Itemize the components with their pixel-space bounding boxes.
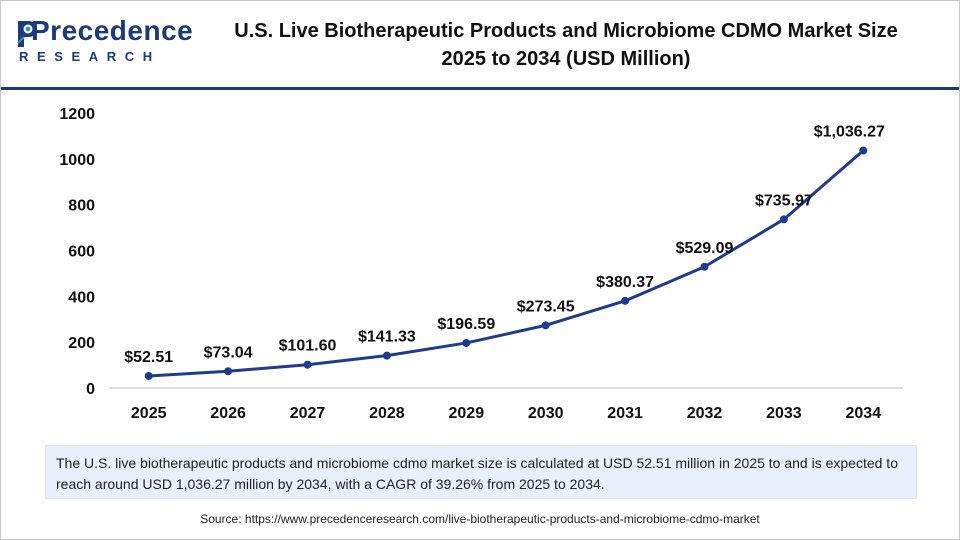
data-label: $735.97 xyxy=(755,192,813,209)
chart-title: U.S. Live Biotherapeutic Products and Mi… xyxy=(191,17,941,73)
data-point xyxy=(541,321,550,330)
y-tick-label: 1200 xyxy=(59,106,95,123)
data-label: $73.04 xyxy=(204,344,253,361)
data-point xyxy=(779,215,788,224)
data-label: $1,036.27 xyxy=(814,124,885,141)
data-label: $380.37 xyxy=(596,274,654,291)
header: Precedence RESEARCH U.S. Live Biotherape… xyxy=(1,1,959,85)
x-tick-label: 2034 xyxy=(846,405,882,422)
data-point xyxy=(224,367,233,376)
x-tick-label: 2029 xyxy=(449,405,485,422)
logo-p-icon xyxy=(17,21,37,47)
brand-name: Precedence xyxy=(31,15,194,46)
header-rule xyxy=(1,87,959,90)
y-tick-label: 800 xyxy=(68,198,95,215)
y-tick-label: 600 xyxy=(68,244,95,261)
data-point xyxy=(303,360,312,369)
data-label: $196.59 xyxy=(437,316,495,333)
x-axis: 2025 2026 2027 2028 2029 2030 2031 2032 2033 2034 xyxy=(131,405,881,422)
summary-note: The U.S. live biotherapeutic products an… xyxy=(45,445,917,499)
data-point xyxy=(700,262,709,271)
data-label: $101.60 xyxy=(279,338,337,355)
data-point xyxy=(859,146,868,155)
data-label: $52.51 xyxy=(124,349,173,366)
data-label: $529.09 xyxy=(676,240,734,257)
x-tick-label: 2030 xyxy=(528,405,564,422)
series-line xyxy=(148,149,865,378)
x-tick-label: 2033 xyxy=(766,405,802,422)
y-tick-label: 400 xyxy=(68,289,95,306)
data-point xyxy=(382,351,391,360)
x-tick-label: 2027 xyxy=(290,405,326,422)
data-point xyxy=(621,296,630,305)
source-line: Source: https://www.precedenceresearch.c… xyxy=(200,512,760,526)
y-tick-label: 0 xyxy=(86,381,95,398)
data-points xyxy=(144,146,868,380)
data-label: $141.33 xyxy=(358,329,416,346)
y-tick-label: 1000 xyxy=(59,152,95,169)
data-label: $273.45 xyxy=(517,298,575,315)
data-labels: $52.51 $73.04 $101.60 $141.33 $196.59 $273.45… xyxy=(124,124,885,366)
x-tick-label: 2026 xyxy=(210,405,246,422)
brand-logo: Precedence RESEARCH xyxy=(15,15,193,69)
x-tick-label: 2031 xyxy=(607,405,643,422)
chart-title-line1: U.S. Live Biotherapeutic Products and Mi… xyxy=(234,20,898,42)
x-tick-label: 2032 xyxy=(687,405,723,422)
y-axis: 0 200 400 600 800 1000 1200 xyxy=(59,106,95,398)
data-point xyxy=(144,371,153,380)
chart-title-line2: 2025 to 2034 (USD Million) xyxy=(441,48,691,70)
data-point xyxy=(462,338,471,347)
x-tick-label: 2028 xyxy=(369,405,405,422)
y-tick-label: 200 xyxy=(68,335,95,352)
brand-sub: RESEARCH xyxy=(19,49,161,64)
x-tick-label: 2025 xyxy=(131,405,167,422)
